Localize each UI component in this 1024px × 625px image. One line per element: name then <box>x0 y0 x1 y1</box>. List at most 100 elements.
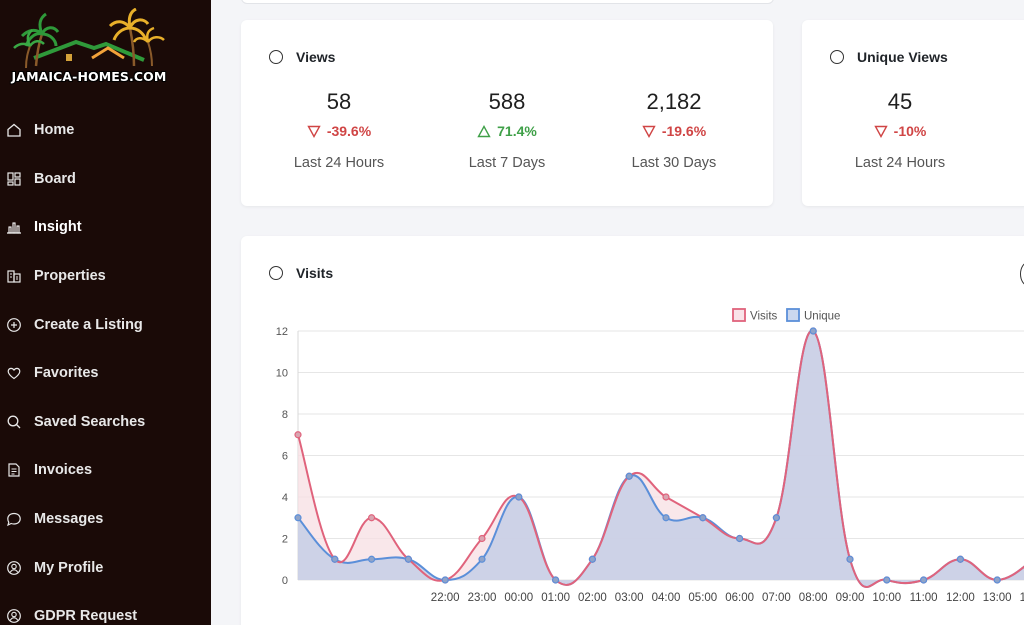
x-tick-label: 04:00 <box>652 592 681 604</box>
stat-change-value: -19.6% <box>661 123 707 139</box>
views-card-title: Views <box>296 49 336 65</box>
sidebar-item-properties[interactable]: Properties <box>0 252 211 301</box>
x-tick-label: 07:00 <box>762 592 791 604</box>
unique-views-card: Unique Views 45 -10% Last 24 Hours <box>802 20 1024 206</box>
y-tick-label: 8 <box>282 409 288 421</box>
gdpr-icon <box>6 608 22 624</box>
unique-views-card-title: Unique Views <box>857 49 948 65</box>
message-icon <box>6 511 22 527</box>
unique-point <box>515 493 523 501</box>
legend-label-visits: Visits <box>750 311 778 323</box>
y-tick-label: 12 <box>276 326 288 338</box>
x-tick-label: 10:00 <box>872 592 901 604</box>
unique-point <box>331 555 339 563</box>
stat-change: -39.6% <box>264 122 414 140</box>
unique-point <box>441 576 449 584</box>
unique-point <box>846 555 854 563</box>
sidebar-item-label: My Profile <box>34 559 104 576</box>
legend-swatch-unique <box>786 308 800 322</box>
sidebar-item-label: Create a Listing <box>34 316 143 333</box>
stat-change: 71.4% <box>432 122 582 140</box>
x-tick-label: 06:00 <box>725 592 754 604</box>
unique-point <box>404 555 412 563</box>
sidebar-item-create-listing[interactable]: Create a Listing <box>0 300 211 349</box>
stat-period: Last 7 Days <box>468 155 546 171</box>
sidebar-item-label: Saved Searches <box>34 413 146 430</box>
visits-card-title: Visits <box>296 265 334 281</box>
stat-change-value: -39.6% <box>326 123 372 139</box>
y-tick-label: 2 <box>282 534 288 546</box>
sidebar-item-label: Messages <box>34 511 104 528</box>
visits-card: Visits 0 2 4 6 8 10 12 22:00 23:00 00:00 01:00 02:0… <box>241 236 1024 625</box>
unique-point <box>552 576 560 584</box>
unique-point <box>662 514 670 522</box>
legend-swatch-visits <box>732 308 746 322</box>
visits-line <box>297 329 1024 588</box>
circle-icon <box>830 50 844 64</box>
unique-point <box>699 514 707 522</box>
stat-change-value: 71.4% <box>497 123 537 139</box>
visits-chart: 0 2 4 6 8 10 12 22:00 23:00 00:00 01:00 02:00 03:00 0… <box>276 308 1024 604</box>
x-tick-label: 08:00 <box>799 592 828 604</box>
y-tick-label: 6 <box>282 451 288 463</box>
sidebar-item-gdpr-request[interactable]: GDPR Request <box>0 592 211 625</box>
sidebar-item-label: Board <box>34 170 76 187</box>
views-card: Views 58 -39.6% Last 24 Hours 588 71.4% … <box>241 20 773 206</box>
visits-point <box>478 534 486 543</box>
x-tick-label: 12:00 <box>946 592 975 604</box>
views-stat-7d: 588 71.4% Last 7 Days <box>432 88 582 171</box>
stat-change: -10% <box>825 122 975 140</box>
unique-point <box>772 514 781 522</box>
invoice-icon <box>6 462 22 478</box>
unique-point <box>956 555 965 563</box>
sidebar: JAMAICA-HOMES.COM Home Board Insight Pro… <box>0 0 211 625</box>
unique-point <box>919 576 928 584</box>
sidebar-item-label: Properties <box>34 268 106 285</box>
user-icon <box>6 560 22 576</box>
unique-point <box>625 472 633 480</box>
sidebar-item-insight[interactable]: Insight <box>0 203 211 252</box>
sidebar-item-home[interactable]: Home <box>0 106 211 155</box>
sidebar-item-label: Insight <box>34 219 82 236</box>
unique-point <box>294 514 302 522</box>
unique-point <box>809 327 817 335</box>
y-tick-label: 10 <box>276 368 288 380</box>
x-tick-label: 13:00 <box>983 592 1012 604</box>
sidebar-item-favorites[interactable]: Favorites <box>0 349 211 398</box>
stat-value: 58 <box>326 89 352 114</box>
brand-logo[interactable]: JAMAICA-HOMES.COM <box>6 8 171 88</box>
views-stat-24h: 58 -39.6% Last 24 Hours <box>264 88 414 171</box>
unique-point <box>993 576 1001 584</box>
x-tick-label: 01:00 <box>541 592 570 604</box>
circle-icon <box>269 50 283 64</box>
visits-point <box>294 431 302 439</box>
unique-views-card-header: Unique Views <box>830 49 948 65</box>
stat-value: 45 <box>887 89 913 114</box>
sidebar-item-invoices[interactable]: Invoices <box>0 446 211 495</box>
legend-label-unique: Unique <box>804 311 840 323</box>
visits-card-header: Visits <box>269 265 333 281</box>
sidebar-nav: Home Board Insight Properties Create a L… <box>0 106 211 625</box>
x-tick-label: 09:00 <box>836 592 865 604</box>
sidebar-item-my-profile[interactable]: My Profile <box>0 543 211 592</box>
unique-point <box>368 555 376 563</box>
visits-point <box>368 514 376 522</box>
x-tick-label: 02:00 <box>578 592 607 604</box>
sidebar-item-label: Invoices <box>34 462 93 479</box>
board-icon <box>6 171 22 187</box>
search-icon <box>6 414 22 430</box>
top-search-bar[interactable] <box>241 0 774 4</box>
unique-point <box>883 576 891 584</box>
unique-point <box>478 555 486 563</box>
y-tick-label: 0 <box>282 575 288 587</box>
views-stat-30d: 2,182 -19.6% Last 30 Days <box>599 88 749 171</box>
house-palm-logo <box>13 8 165 69</box>
visits-point <box>662 493 670 501</box>
triangle-down-icon <box>873 125 888 138</box>
sidebar-item-board[interactable]: Board <box>0 155 211 204</box>
home-icon <box>6 122 22 138</box>
sidebar-item-saved-searches[interactable]: Saved Searches <box>0 398 211 447</box>
unique-point <box>736 534 744 543</box>
y-tick-label: 4 <box>282 492 288 504</box>
sidebar-item-messages[interactable]: Messages <box>0 495 211 544</box>
